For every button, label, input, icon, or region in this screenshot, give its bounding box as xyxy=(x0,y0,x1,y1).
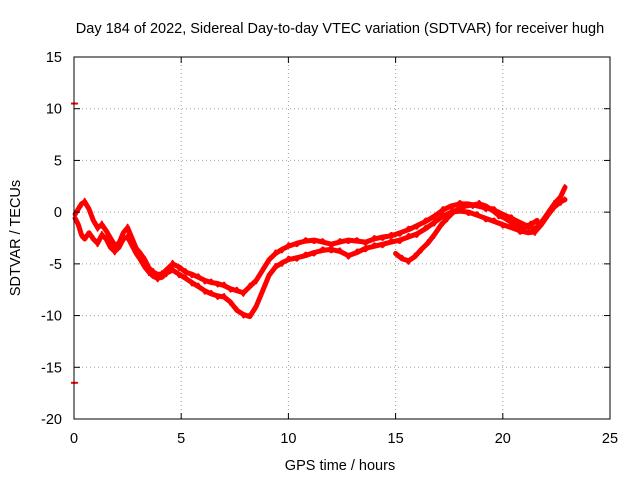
y-tick-label: 5 xyxy=(54,153,62,169)
x-tick-label: 10 xyxy=(280,431,296,447)
chart-title: Day 184 of 2022, Sidereal Day-to-day VTE… xyxy=(76,21,604,37)
y-tick-label: 0 xyxy=(54,205,62,221)
y-tick-label: -20 xyxy=(41,412,62,428)
tick-group: 0 5 10 15 20 25 -20 -15 -10 -5 0 5 10 15 xyxy=(41,50,618,447)
x-axis-label: GPS time / hours xyxy=(285,458,395,474)
y-axis-label: SDTVAR / TECUs xyxy=(8,180,24,296)
x-tick-label: 25 xyxy=(602,431,618,447)
y-tick-label: 10 xyxy=(46,102,62,118)
series-jitter-trace-c xyxy=(395,199,538,265)
x-tick-label: 20 xyxy=(495,431,511,447)
grid xyxy=(74,57,610,419)
series-group xyxy=(72,184,568,320)
series-jitter-trace-b xyxy=(75,196,566,319)
y-tick-label: -10 xyxy=(41,309,62,325)
y-tick-label: -15 xyxy=(41,360,62,376)
plot-frame xyxy=(73,56,611,420)
x-tick-label: 5 xyxy=(177,431,185,447)
x-tick-label: 0 xyxy=(70,431,78,447)
y-tick-label: 15 xyxy=(46,50,62,66)
x-tick-label: 15 xyxy=(388,431,404,447)
y-tick-label: -5 xyxy=(49,257,62,273)
